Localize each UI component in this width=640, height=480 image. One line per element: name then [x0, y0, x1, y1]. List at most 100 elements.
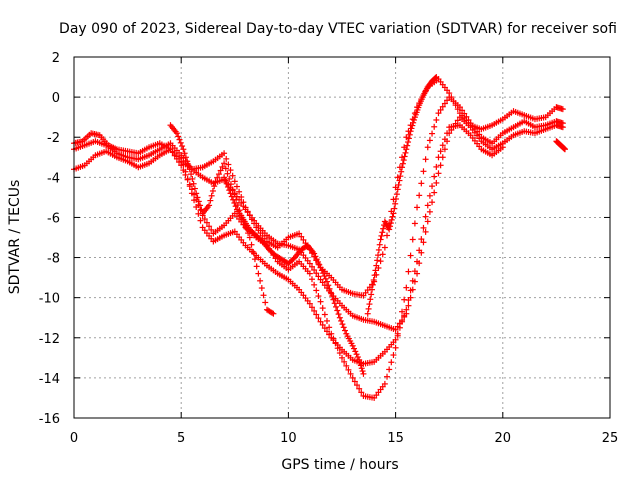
data-point-sat-f	[380, 225, 387, 232]
data-point-sat-b	[424, 144, 431, 151]
y-tick-label: -14	[39, 372, 60, 387]
data-point-sat-e	[226, 175, 233, 182]
data-point-sat-b	[347, 370, 354, 377]
data-point-sat-e	[250, 248, 257, 255]
data-point-sat-g	[227, 190, 234, 197]
data-point-sat-d	[426, 192, 433, 199]
data-point-sat-f	[389, 213, 396, 220]
data-point-sat-d	[414, 258, 421, 265]
data-point-sat-d	[396, 324, 403, 331]
data-point-sat-e	[190, 180, 197, 187]
data-point-sat-b	[313, 287, 320, 294]
x-tick-label: 10	[280, 431, 297, 446]
data-point-sat-c	[429, 199, 436, 206]
data-point-sat-a	[227, 167, 234, 174]
data-point-sat-g	[316, 261, 323, 268]
data-point-sat-f	[374, 257, 381, 264]
y-tick-label: -16	[39, 412, 60, 427]
data-point-sat-e	[260, 292, 267, 299]
data-point-sat-e	[269, 309, 276, 316]
data-point-sat-c	[238, 200, 245, 207]
data-point-sat-c	[435, 170, 442, 177]
y-tick-label: 0	[52, 91, 60, 106]
data-point-sat-b	[431, 123, 438, 130]
data-point-sat-e	[173, 130, 180, 137]
data-point-sat-g	[329, 293, 336, 300]
data-point-sat-g	[360, 370, 367, 377]
data-point-sat-f	[379, 229, 386, 236]
data-point-sat-f	[394, 186, 401, 193]
plot-frame	[73, 56, 611, 419]
data-point-sat-g	[332, 303, 339, 310]
data-point-sat-e	[248, 241, 255, 248]
data-point-sat-d	[431, 173, 438, 180]
data-point-sat-f	[368, 291, 375, 298]
data-point-sat-d	[186, 183, 193, 190]
data-point-sat-b	[426, 137, 433, 144]
data-point-sat-f	[408, 125, 415, 132]
y-tick-label: -2	[47, 131, 60, 146]
data-point-sat-g	[330, 296, 337, 303]
y-tick-label: -10	[39, 292, 60, 307]
data-point-sat-f	[371, 272, 378, 279]
data-point-sat-b	[414, 204, 421, 211]
data-point-sat-b	[351, 378, 358, 385]
data-point-sat-b	[308, 276, 315, 283]
data-point-sat-c	[315, 273, 322, 280]
data-point-sat-e	[189, 175, 196, 182]
data-point-sat-c	[431, 189, 438, 196]
data-point-sat-g	[314, 258, 321, 265]
data-point-sat-c	[424, 218, 431, 225]
data-point-sat-b	[208, 226, 215, 233]
data-point-sat-f	[372, 267, 379, 274]
data-point-sat-d	[403, 306, 410, 313]
data-point-sat-f	[393, 195, 400, 202]
data-point-sat-g	[230, 196, 237, 203]
data-point-sat-g	[222, 177, 229, 184]
y-axis-label: SDTVAR / TECUs	[7, 180, 23, 295]
data-point-sat-g	[358, 365, 365, 372]
data-point-sat-f	[403, 146, 410, 153]
x-axis-label: GPS time / hours	[281, 457, 398, 473]
data-point-sat-a	[221, 150, 228, 157]
data-point-sat-f	[367, 296, 374, 303]
data-point-sat-b	[416, 192, 423, 199]
data-point-sat-f	[391, 205, 398, 212]
data-point-sat-d	[308, 304, 315, 311]
data-point-sat-a	[381, 244, 388, 251]
data-point-sat-f	[387, 220, 394, 227]
data-point-sat-f	[433, 74, 440, 81]
data-point-sat-f	[395, 181, 402, 188]
data-point-sat-f	[370, 277, 377, 284]
data-point-sat-b	[356, 385, 363, 392]
data-point-sat-d	[180, 161, 187, 168]
data-point-sat-g	[322, 275, 329, 282]
data-point-sat-e	[208, 192, 215, 199]
data-point-sat-b	[465, 116, 472, 123]
data-point-sat-f	[365, 305, 372, 312]
data-point-sat-g	[231, 200, 238, 207]
data-point-sat-b	[354, 382, 361, 389]
data-point-sat-b	[358, 389, 365, 396]
data-point-sat-e	[214, 174, 221, 181]
data-point-sat-d	[401, 312, 408, 319]
data-point-sat-d	[197, 217, 204, 224]
chart-title: Day 090 of 2023, Sidereal Day-to-day VTE…	[59, 21, 617, 37]
data-point-sat-f	[411, 116, 418, 123]
data-point-sat-g	[338, 317, 345, 324]
data-point-sat-d	[407, 287, 414, 294]
data-point-sat-c	[559, 124, 566, 131]
data-point-sat-d	[429, 183, 436, 190]
data-point-sat-d	[326, 331, 333, 338]
data-point-sat-g	[226, 187, 233, 194]
data-point-sat-g	[317, 264, 324, 271]
data-point-sat-b	[319, 305, 326, 312]
data-point-sat-b	[317, 298, 324, 305]
y-tick-label: -6	[47, 211, 60, 226]
data-point-sat-d	[437, 148, 444, 155]
data-point-sat-f	[364, 310, 371, 317]
data-point-sat-f	[388, 216, 395, 223]
data-point-sat-b	[403, 284, 410, 291]
data-point-sat-g	[349, 342, 356, 349]
